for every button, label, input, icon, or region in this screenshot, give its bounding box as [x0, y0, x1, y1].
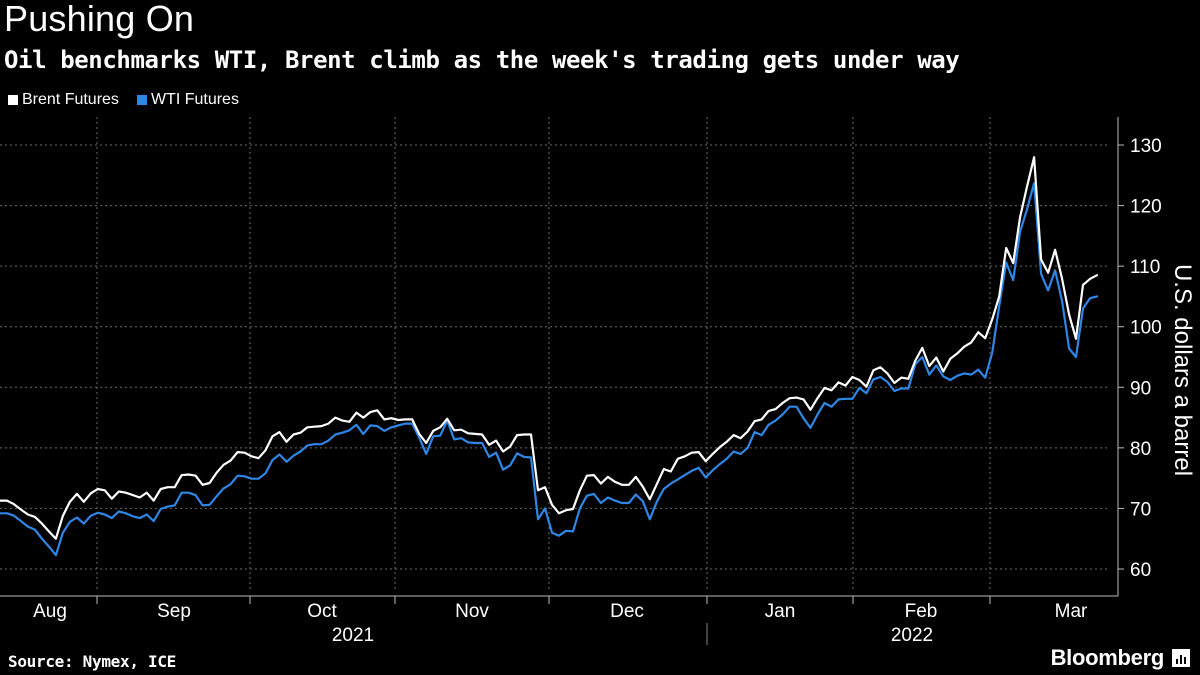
legend-item-brent: Brent Futures [8, 91, 119, 109]
legend-swatch-brent [8, 95, 18, 105]
y-tick-label: 130 [1130, 136, 1162, 157]
legend: Brent Futures WTI Futures [8, 91, 239, 109]
chart-title: Pushing On [4, 0, 195, 39]
y-tick-label: 90 [1130, 378, 1151, 399]
x-tick-label: Aug [33, 601, 67, 622]
chart-subtitle: Oil benchmarks WTI, Brent climb as the w… [4, 46, 960, 74]
year-label: 2022 [891, 625, 933, 646]
series-line-brent [0, 156, 1099, 540]
x-tick-label: Dec [610, 601, 644, 622]
year-label: 2021 [332, 625, 374, 646]
series-line-wti [0, 182, 1099, 557]
x-tick-label: Oct [307, 601, 337, 622]
x-tick-label: Mar [1055, 601, 1088, 622]
y-tick-label: 60 [1130, 560, 1151, 581]
y-tick-label: 100 [1130, 318, 1162, 339]
y-axis-title: U.S. dollars a barrel [1169, 264, 1196, 476]
x-tick-label: Sep [157, 601, 191, 622]
source-note: Source: Nymex, ICE [8, 652, 176, 671]
brand-name: Bloomberg [1050, 645, 1165, 670]
x-tick-label: Feb [905, 601, 938, 622]
terminal-icon [1172, 649, 1190, 667]
x-tick-label: Nov [455, 601, 489, 622]
y-tick-label: 70 [1130, 499, 1151, 520]
legend-label-wti: WTI Futures [150, 91, 239, 108]
legend-label-brent: Brent Futures [22, 91, 119, 108]
x-tick-label: Jan [765, 601, 796, 622]
bloomberg-logo: Bloomberg [1051, 645, 1190, 671]
legend-swatch-wti [136, 95, 147, 105]
legend-item-wti: WTI Futures [136, 91, 239, 109]
y-tick-label: 80 [1130, 439, 1151, 460]
y-tick-label: 110 [1130, 257, 1160, 278]
y-tick-label: 120 [1130, 197, 1162, 218]
